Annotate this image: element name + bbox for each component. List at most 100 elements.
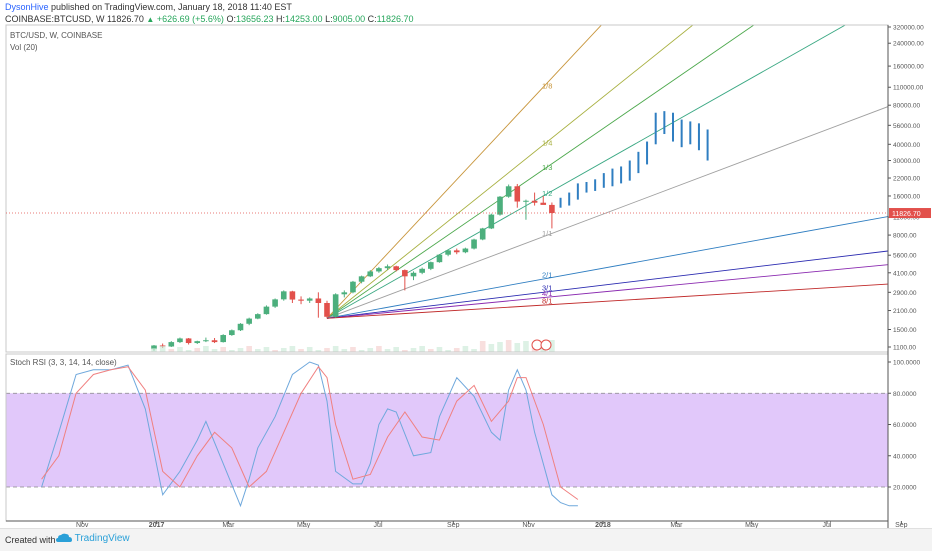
time-tick-label: Nov [76, 522, 89, 528]
volume-bar [523, 341, 529, 352]
price-tick-label: 240000.00 [893, 41, 924, 48]
candle-body [332, 294, 339, 317]
gann-fan-label: 4/1 [542, 289, 552, 298]
volume-bar [471, 349, 477, 352]
time-tick-label: Sep [447, 522, 460, 528]
volume-bar [185, 350, 192, 352]
time-tick-label: Mar [222, 522, 235, 528]
gann-fan-label: 1/3 [542, 163, 552, 172]
volume-bar [237, 348, 244, 352]
ticker-label: COINBASE:BTCUSD, W [5, 14, 105, 24]
volume-bar [203, 346, 209, 352]
cloud-icon [56, 534, 72, 543]
projection-bar [689, 121, 692, 145]
candle-body [350, 281, 356, 293]
candle-body [306, 298, 313, 301]
gann-fan-label: 2/1 [542, 271, 552, 280]
gann-fan-label: 1/8 [542, 82, 552, 91]
volume-bar [306, 347, 313, 352]
price-tick-label: 40000.00 [893, 142, 920, 149]
overbought-oversold-band [6, 393, 888, 487]
gann-fan-line [326, 250, 888, 319]
stoch-pane-title: Stoch RSI (3, 3, 14, 14, close) [10, 358, 117, 367]
candle-body [358, 276, 365, 282]
candle-body [315, 298, 322, 303]
projection-bar [697, 123, 700, 151]
candle-body [211, 340, 218, 343]
time-tick-label: Sep [895, 522, 908, 528]
gann-fan-line [326, 25, 603, 319]
volume-bar [376, 346, 382, 352]
candle-body [471, 239, 477, 249]
volume-bar [410, 348, 417, 352]
volume-bar [263, 347, 270, 352]
time-tick-label: 2018 [595, 522, 611, 528]
price-tick-label: 80000.00 [893, 103, 920, 110]
price-tick-label: 16000.00 [893, 193, 920, 200]
projection-bar [672, 112, 674, 142]
volume-bar [402, 350, 408, 352]
stoch-rsi-line [41, 365, 579, 500]
price-tick-label: 2900.00 [893, 290, 917, 297]
volume-bar [246, 346, 252, 352]
gann-fan-line [326, 25, 755, 319]
time-tick-label: 2017 [149, 522, 165, 528]
time-tick-label: May [297, 522, 311, 528]
price-tick-label: 1500.00 [893, 327, 917, 334]
candle-body [203, 340, 209, 342]
volume-bar [488, 344, 495, 352]
candle-body [549, 204, 555, 214]
candle-body [263, 306, 270, 315]
volume-bar [229, 350, 235, 352]
time-tick-label: Jul [374, 522, 383, 528]
candle-body [393, 266, 399, 271]
volume-bar [289, 346, 296, 352]
price-tick-label: 5600.00 [893, 253, 917, 260]
gann-fan-label: 3/1 [542, 284, 552, 293]
chart-area[interactable]: 1/8 1/4 1/3 1/2 1/1 2/1 3/14/18/1 BTC/USD, W, … [0, 0, 932, 528]
candle-body [531, 200, 538, 203]
price-tick-label: 1100.00 [893, 345, 916, 352]
candle-body [376, 268, 382, 272]
candle-body [185, 338, 192, 344]
volume-bar [419, 346, 425, 352]
volume-bar [168, 349, 175, 352]
volume-bar [220, 347, 226, 352]
price-change: +626.69 (+5.6%) [156, 14, 224, 24]
price-tick-label: 8000.00 [893, 233, 917, 240]
publisher-name[interactable]: DysonHive [5, 2, 49, 12]
projection-bar [602, 173, 605, 188]
volume-bar [428, 349, 434, 352]
publish-info: DysonHive published on TradingView.com, … [5, 2, 292, 12]
projection-bar [620, 166, 623, 184]
volume-bar [177, 347, 183, 352]
candle-body [280, 291, 287, 300]
volume-bar [151, 348, 157, 352]
projection-bar [594, 179, 597, 191]
price-pane-frame [5, 24, 889, 353]
volume-bar [298, 349, 304, 352]
projection-bar [663, 111, 666, 135]
candle-body [419, 268, 425, 273]
stoch-tick-label: 60.0000 [893, 422, 917, 429]
time-tick-label: Nov [522, 522, 535, 528]
stoch-rsi-pane[interactable] [6, 361, 888, 508]
last-price-badge [889, 208, 931, 219]
volume-bar [255, 349, 261, 352]
projection-bar [680, 119, 683, 148]
time-tick-label: Jul [822, 522, 831, 528]
stoch-rsi-line [41, 361, 578, 508]
price-pane[interactable]: 1/8 1/4 1/3 1/2 1/1 2/1 3/14/18/1 [151, 0, 888, 352]
projection-bar [637, 151, 640, 174]
volume-bar [367, 348, 374, 352]
time-tick-label: Mar [670, 522, 683, 528]
last-price: 11826.70 [107, 14, 144, 24]
candle-body [505, 186, 512, 197]
tradingview-logo[interactable]: TradingView [56, 533, 130, 544]
candle-body [168, 342, 175, 347]
candle-body [514, 186, 521, 202]
price-tick-label: 56000.00 [893, 123, 920, 130]
candle-body [445, 250, 451, 255]
up-arrow-icon: ▲ [146, 15, 155, 24]
event-badge-icon [540, 339, 552, 351]
